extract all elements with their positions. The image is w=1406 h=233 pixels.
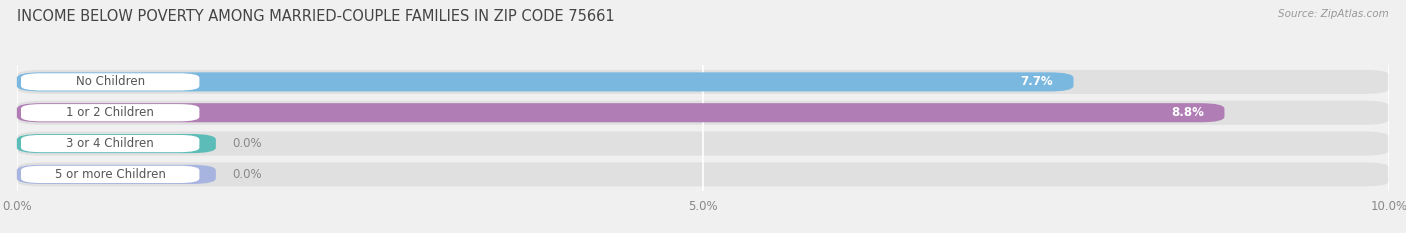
- Text: 7.7%: 7.7%: [1021, 75, 1053, 88]
- FancyBboxPatch shape: [17, 132, 1389, 156]
- FancyBboxPatch shape: [17, 103, 1225, 122]
- Text: 0.0%: 0.0%: [232, 168, 262, 181]
- FancyBboxPatch shape: [21, 166, 200, 183]
- FancyBboxPatch shape: [17, 134, 217, 153]
- FancyBboxPatch shape: [17, 72, 1074, 92]
- Text: Source: ZipAtlas.com: Source: ZipAtlas.com: [1278, 9, 1389, 19]
- Text: 3 or 4 Children: 3 or 4 Children: [66, 137, 155, 150]
- FancyBboxPatch shape: [17, 70, 1389, 94]
- Text: 1 or 2 Children: 1 or 2 Children: [66, 106, 155, 119]
- Text: No Children: No Children: [76, 75, 145, 88]
- FancyBboxPatch shape: [21, 104, 200, 121]
- Text: 0.0%: 0.0%: [232, 137, 262, 150]
- Text: 8.8%: 8.8%: [1171, 106, 1204, 119]
- Text: 5 or more Children: 5 or more Children: [55, 168, 166, 181]
- FancyBboxPatch shape: [17, 162, 1389, 186]
- FancyBboxPatch shape: [21, 73, 200, 91]
- FancyBboxPatch shape: [17, 101, 1389, 125]
- Text: INCOME BELOW POVERTY AMONG MARRIED-COUPLE FAMILIES IN ZIP CODE 75661: INCOME BELOW POVERTY AMONG MARRIED-COUPL…: [17, 9, 614, 24]
- FancyBboxPatch shape: [17, 165, 217, 184]
- FancyBboxPatch shape: [21, 135, 200, 152]
